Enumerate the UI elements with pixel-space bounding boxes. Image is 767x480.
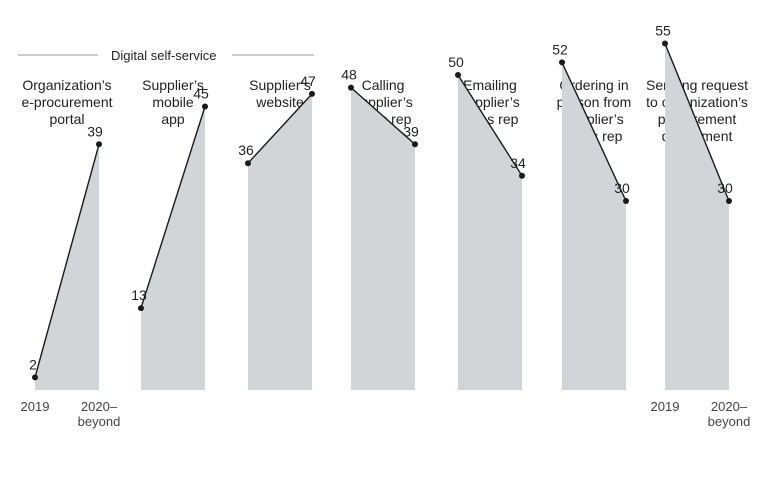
area-fill [351, 87, 415, 390]
point-2020-beyond [202, 103, 208, 110]
value-label-2019: 50 [448, 54, 464, 70]
series-title-line: Calling [362, 77, 405, 93]
series-line [561, 62, 627, 202]
x-tick-label-line: 2020– [81, 399, 118, 414]
x-tick-label: 2020– beyond [78, 399, 121, 429]
point-2020-beyond [309, 90, 315, 97]
value-label-2019: 2 [29, 356, 37, 372]
value-label-2020-beyond: 45 [193, 86, 209, 102]
point-2020-beyond [96, 141, 102, 148]
series-title-line: Ordering in [559, 77, 628, 93]
panel-2: Supplier’s mobile app 13 45 [131, 77, 209, 390]
x-tick-label-line: 2020– [711, 399, 748, 414]
series-line [457, 74, 523, 177]
area-fill [458, 75, 522, 390]
panel-3: Supplier’s website 36 47 [238, 73, 316, 391]
point-2019 [348, 84, 354, 91]
area-fill [248, 93, 312, 391]
area-fill [562, 62, 626, 391]
value-label-2020-beyond: 30 [614, 180, 630, 196]
value-label-2019: 13 [131, 287, 147, 303]
series-line [350, 87, 416, 145]
value-label-2019: 55 [655, 23, 671, 39]
series-title-line: to organization’s [646, 94, 748, 110]
series-title-line: website [255, 94, 304, 110]
series-title-line: e-procurement [21, 94, 112, 110]
panel-1: Organization’s e-procurement portal 2 39 [21, 77, 113, 390]
series-title-line: Sending request [646, 77, 748, 93]
series-title-line: mobile [152, 94, 193, 110]
series-title-line: Supplier’s [249, 77, 311, 93]
series-title: Supplier’s mobile app [142, 77, 204, 127]
point-2020-beyond [623, 198, 629, 204]
panel-7: Sending request to organization’s procurem… [646, 23, 748, 390]
series-title-line: Emailing [463, 77, 517, 93]
x-tick-label-line: beyond [708, 414, 751, 429]
point-2019 [245, 160, 251, 167]
area-fill [35, 144, 99, 390]
series-line [34, 144, 100, 378]
series-title-line: portal [49, 111, 84, 127]
x-tick-label: 2019 [651, 399, 680, 414]
x-tick-label: 2019 [21, 399, 50, 414]
series-title: Organization’s e-procurement portal [21, 77, 112, 127]
value-label-2020-beyond: 34 [510, 155, 526, 171]
point-2019 [32, 374, 38, 381]
point-2019 [455, 72, 461, 78]
value-label-2019: 48 [341, 67, 357, 83]
point-2020-beyond [519, 172, 525, 179]
series-title: Supplier’s website [249, 77, 311, 110]
series-title-line: app [161, 111, 185, 127]
value-label-2020-beyond: 47 [300, 73, 316, 89]
point-2019 [138, 305, 144, 312]
value-label-2020-beyond: 30 [717, 180, 733, 196]
value-label-2020-beyond: 39 [87, 123, 103, 139]
value-label-2020-beyond: 39 [403, 123, 419, 139]
value-label-2019: 52 [552, 41, 568, 57]
point-2020-beyond [726, 198, 732, 204]
group-label: Digital self-service [111, 48, 216, 63]
point-2019 [559, 59, 565, 66]
series-line [247, 93, 313, 164]
series-line [140, 106, 206, 309]
area-fill [141, 106, 205, 390]
series-title-line: Organization’s [22, 77, 111, 93]
area-fill [665, 43, 729, 390]
point-2019 [662, 40, 668, 47]
series-line [664, 43, 730, 202]
x-tick-label: 2020– beyond [708, 399, 751, 429]
x-tick-label-line: beyond [78, 414, 121, 429]
point-2020-beyond [412, 141, 418, 148]
series-title-line: Supplier’s [142, 77, 204, 93]
value-label-2019: 36 [238, 142, 254, 158]
x-tick-label-line: 2019 [651, 399, 680, 414]
x-tick-label-line: 2019 [21, 399, 50, 414]
